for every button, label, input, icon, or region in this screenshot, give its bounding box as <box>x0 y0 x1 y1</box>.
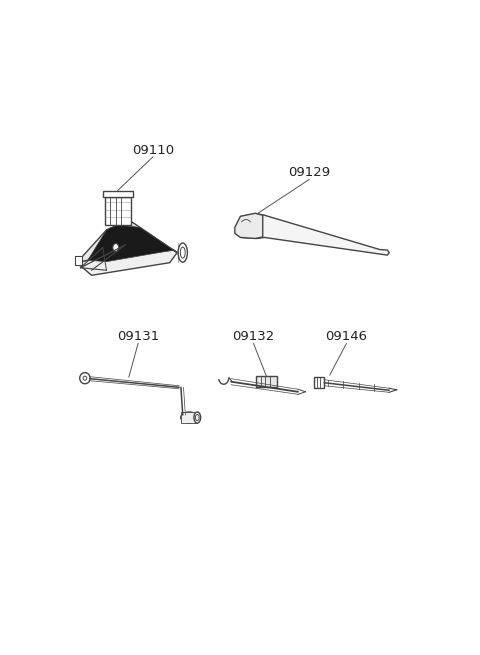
FancyBboxPatch shape <box>103 191 132 197</box>
Polygon shape <box>88 225 173 262</box>
Text: 09132: 09132 <box>232 330 275 343</box>
Ellipse shape <box>195 415 199 421</box>
Polygon shape <box>180 412 197 423</box>
Ellipse shape <box>180 412 197 423</box>
Polygon shape <box>242 214 389 255</box>
Ellipse shape <box>180 247 185 258</box>
FancyBboxPatch shape <box>314 377 324 388</box>
FancyBboxPatch shape <box>105 197 131 225</box>
Polygon shape <box>118 222 177 253</box>
Polygon shape <box>77 225 118 263</box>
FancyBboxPatch shape <box>256 376 276 387</box>
Text: 09146: 09146 <box>325 330 368 343</box>
FancyBboxPatch shape <box>75 256 82 265</box>
Ellipse shape <box>194 412 201 423</box>
Polygon shape <box>77 250 177 275</box>
Text: 09110: 09110 <box>132 144 174 157</box>
Ellipse shape <box>178 243 187 262</box>
Polygon shape <box>235 214 263 238</box>
Ellipse shape <box>80 373 90 384</box>
Text: 09131: 09131 <box>117 330 159 343</box>
Ellipse shape <box>83 376 87 380</box>
Circle shape <box>113 244 119 252</box>
Text: 09129: 09129 <box>288 166 330 179</box>
